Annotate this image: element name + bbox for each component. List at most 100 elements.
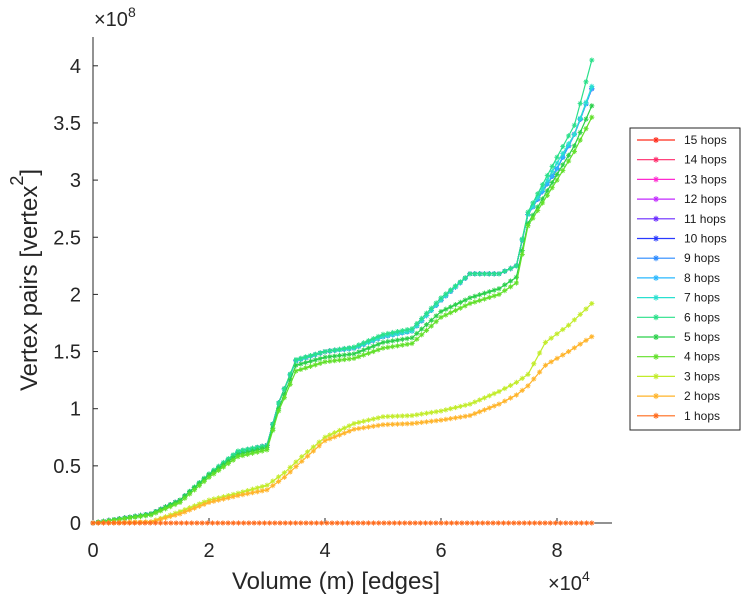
data-point-marker: [361, 425, 367, 431]
data-point-marker: [336, 427, 343, 434]
data-point-marker: [225, 520, 231, 526]
data-point-marker: [423, 310, 430, 316]
data-point-marker: [162, 515, 169, 521]
data-point-marker: [287, 464, 293, 470]
data-point-marker: [549, 163, 555, 169]
data-point-marker: [571, 148, 577, 155]
data-point-marker: [519, 236, 525, 242]
data-point-marker: [235, 454, 241, 460]
data-point-marker: [547, 520, 553, 526]
data-point-marker: [230, 494, 236, 500]
data-point-marker: [361, 418, 367, 424]
legend-marker: [653, 412, 659, 419]
data-point-marker: [394, 328, 401, 335]
legend-label: 5 hops: [684, 330, 720, 344]
data-point-marker: [539, 182, 546, 188]
data-point-marker: [419, 315, 425, 322]
data-point-marker: [276, 474, 282, 480]
data-point-marker: [201, 478, 207, 485]
data-point-marker: [298, 355, 304, 361]
data-point-marker: [261, 520, 268, 526]
data-point-marker: [206, 474, 212, 480]
data-point-marker: [322, 354, 328, 360]
data-point-marker: [448, 310, 454, 316]
data-point-marker: [350, 520, 356, 526]
data-point-marker: [491, 391, 497, 397]
data-point-marker: [317, 350, 323, 356]
data-point-marker: [365, 417, 372, 423]
y-exponent-label: ×108: [94, 4, 136, 31]
data-point-marker: [313, 520, 320, 526]
data-point-marker: [249, 450, 256, 456]
data-point-marker: [308, 520, 314, 526]
data-point-marker: [552, 520, 559, 526]
data-point-marker: [152, 520, 158, 526]
data-point-marker: [225, 460, 231, 467]
data-point-marker: [583, 337, 589, 344]
series-line: [92, 88, 593, 524]
legend-label: 6 hops: [684, 310, 720, 324]
data-point-marker: [548, 335, 554, 341]
data-point-marker: [571, 122, 577, 128]
series-line: [92, 303, 593, 524]
data-point-marker: [464, 520, 470, 526]
data-point-marker: [370, 416, 376, 422]
data-point-marker: [589, 114, 595, 120]
data-point-marker: [196, 483, 202, 489]
data-point-marker: [399, 421, 405, 427]
data-point-marker: [467, 271, 473, 277]
data-point-marker: [153, 510, 159, 516]
data-point-marker: [332, 434, 338, 440]
data-point-marker: [544, 188, 550, 194]
data-point-marker: [508, 278, 514, 284]
data-point-marker: [477, 397, 483, 403]
legend-entry: 3 hops: [637, 369, 720, 383]
data-point-marker: [256, 520, 262, 526]
data-point-marker: [525, 371, 531, 378]
data-point-marker: [513, 280, 519, 286]
data-point-marker: [428, 520, 434, 526]
data-point-marker: [375, 333, 381, 340]
data-point-marker: [404, 335, 410, 342]
data-point-marker: [235, 492, 241, 499]
data-point-marker: [240, 447, 246, 453]
data-point-marker: [539, 200, 546, 206]
data-point-marker: [490, 520, 496, 526]
data-point-marker: [584, 520, 590, 526]
data-point-marker: [459, 520, 465, 526]
data-point-marker: [303, 365, 309, 371]
data-point-marker: [462, 402, 468, 408]
data-point-marker: [457, 403, 463, 410]
data-point-marker: [327, 354, 333, 360]
data-point-marker: [163, 520, 169, 526]
data-point-marker: [443, 306, 449, 312]
series-line: [92, 116, 593, 524]
legend-label: 11 hops: [684, 212, 726, 226]
series-line: [92, 88, 593, 524]
data-point-marker: [560, 162, 566, 168]
data-point-marker: [259, 484, 265, 490]
data-point-marker: [502, 287, 508, 294]
data-point-marker: [394, 337, 401, 343]
data-point-marker: [516, 520, 522, 526]
data-point-marker: [307, 352, 314, 359]
data-point-marker: [351, 426, 357, 432]
data-point-marker: [293, 356, 299, 363]
data-point-marker: [391, 520, 397, 526]
data-point-marker: [513, 274, 519, 280]
data-point-marker: [496, 388, 502, 395]
data-point-marker: [532, 520, 538, 526]
data-point-marker: [495, 520, 501, 526]
legend-entry: 8 hops: [637, 271, 720, 285]
data-point-marker: [187, 507, 193, 513]
data-point-marker: [327, 348, 333, 354]
data-point-marker: [172, 512, 178, 518]
data-point-marker: [277, 520, 283, 526]
data-point-marker: [438, 520, 444, 526]
data-point-marker: [571, 143, 577, 149]
legend-marker: [653, 255, 659, 262]
data-point-marker: [537, 350, 543, 356]
data-point-marker: [370, 335, 376, 342]
data-point-marker: [583, 79, 589, 85]
data-point-marker: [322, 359, 328, 365]
